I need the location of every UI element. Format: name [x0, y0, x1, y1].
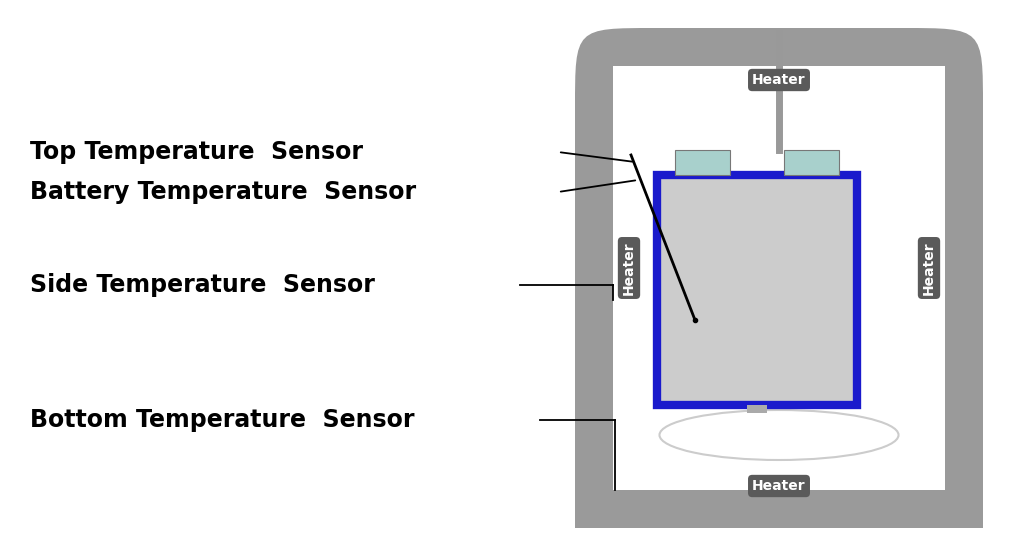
Bar [746, 405, 767, 413]
Bar [784, 150, 839, 175]
PathPatch shape [575, 28, 983, 528]
Text: Heater: Heater [753, 479, 806, 493]
Text: Heater: Heater [922, 241, 936, 295]
Text: Battery Temperature  Sensor: Battery Temperature Sensor [30, 180, 416, 204]
Bar [613, 66, 945, 490]
Bar [675, 150, 730, 175]
Text: Side Temperature  Sensor: Side Temperature Sensor [30, 273, 375, 297]
Text: Top Temperature  Sensor: Top Temperature Sensor [30, 140, 362, 164]
Text: Heater: Heater [753, 73, 806, 87]
Text: Bottom Temperature  Sensor: Bottom Temperature Sensor [30, 408, 415, 432]
Text: Heater: Heater [622, 241, 636, 295]
Bar [657, 175, 857, 405]
